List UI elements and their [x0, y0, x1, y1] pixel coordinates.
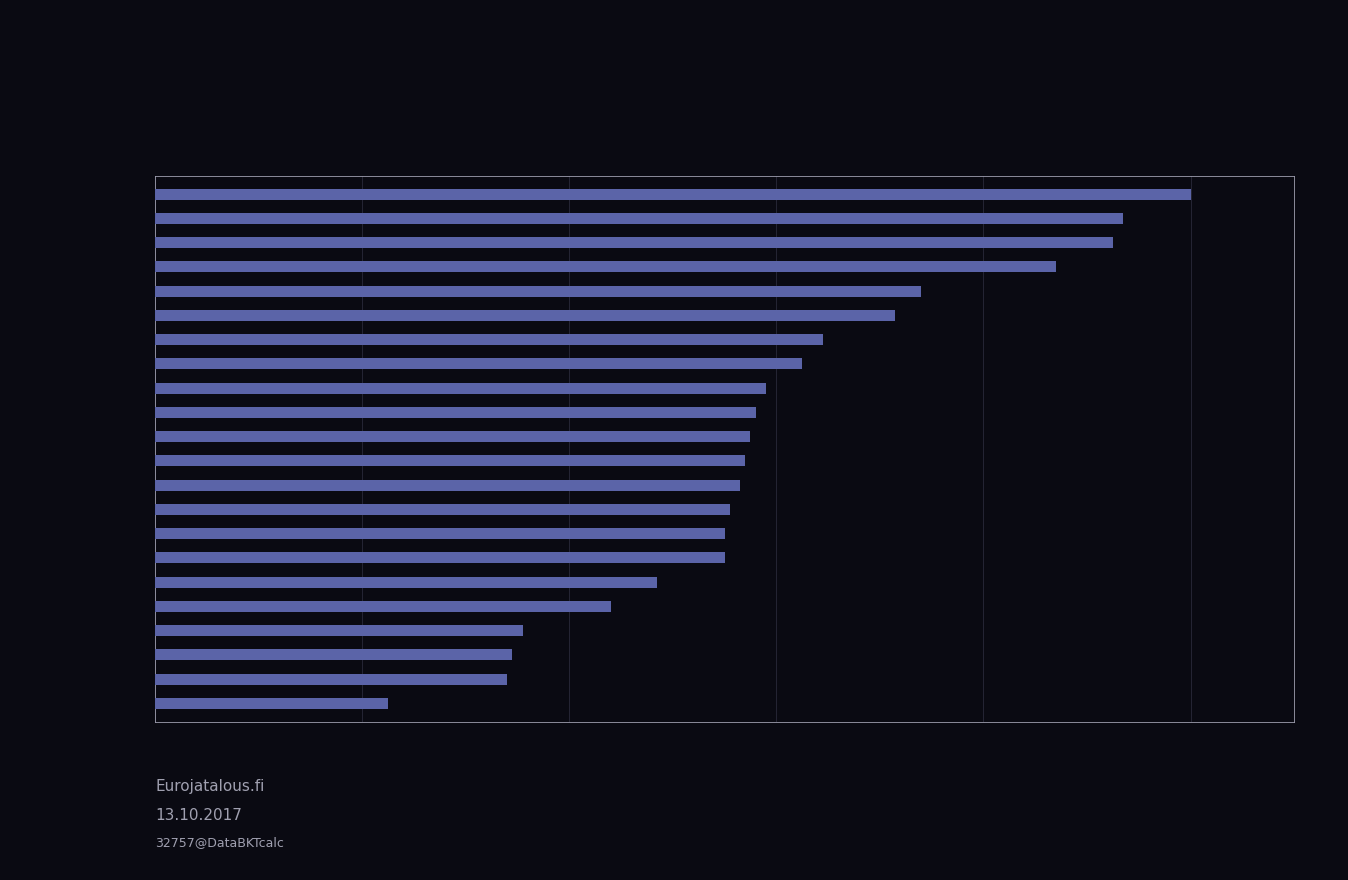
Bar — [155, 407, 756, 418]
Bar — [155, 261, 1055, 273]
Bar — [155, 238, 1113, 248]
Bar — [155, 504, 729, 515]
Bar — [155, 480, 740, 491]
Bar — [155, 334, 822, 345]
Bar — [155, 358, 802, 370]
Bar — [155, 625, 523, 636]
Text: Eurojatalous.fi: Eurojatalous.fi — [155, 779, 264, 794]
Text: 13.10.2017: 13.10.2017 — [155, 808, 241, 823]
Bar — [155, 674, 507, 685]
Bar — [155, 456, 745, 466]
Text: 32757@DataBKTcalc: 32757@DataBKTcalc — [155, 836, 284, 849]
Bar — [155, 553, 725, 563]
Bar — [155, 698, 388, 709]
Bar — [155, 286, 921, 297]
Bar — [155, 601, 611, 612]
Bar — [155, 310, 895, 321]
Bar — [155, 188, 1190, 200]
Bar — [155, 383, 766, 393]
Bar — [155, 649, 512, 660]
Bar — [155, 431, 751, 442]
Bar — [155, 213, 1123, 224]
Bar — [155, 576, 658, 588]
Bar — [155, 528, 725, 539]
